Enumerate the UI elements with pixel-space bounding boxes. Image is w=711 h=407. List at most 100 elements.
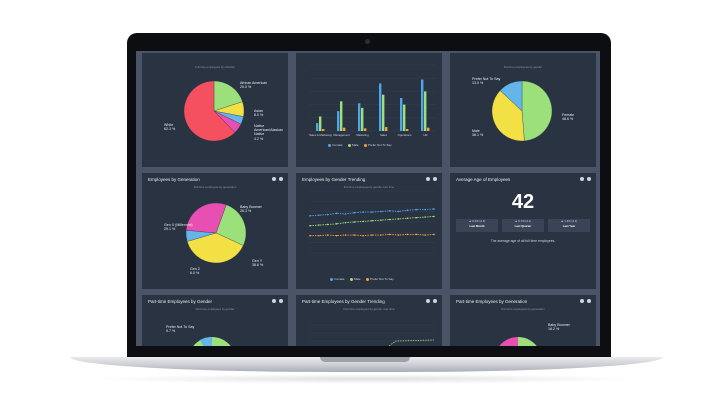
panel-title: Part-time Employees by Generation [456,299,528,304]
series-point-2-9 [388,233,391,236]
series-point-1-3 [335,223,338,225]
series-point-1-2 [326,223,329,226]
gear-icon[interactable] [433,177,437,181]
series-point-0-3 [335,212,338,215]
series-point-1-4 [344,221,347,224]
series-point-0-12 [415,208,418,211]
series-point-2-3 [335,234,338,237]
panel-subtitle: Part time employees by generation [501,307,545,311]
gear-icon[interactable] [279,177,283,181]
label-baby-boomer: Baby Boomer 26.3 % [240,205,262,214]
series-point-2-1 [318,234,320,237]
bar-2-1 [361,107,364,131]
laptop-shadow [90,374,643,384]
label-gen-x: Gen X (Millennial) 29.1 % [164,223,193,232]
label-white: White 62.3 % [164,123,176,132]
bar-5-0 [421,79,424,131]
panel-title: Part-time Employees by Gender [148,299,213,304]
label-prefer: Prefer Not To Say 9.7 % [166,325,195,334]
panel-subtitle: Part time employees by gender over time [343,307,395,311]
x-tick-label: Sales [380,133,388,137]
legend-male: Male [347,143,359,147]
bar-0-2 [322,129,325,131]
series-point-0-0 [309,215,311,217]
series-point-1-0 [309,224,311,227]
bar-0-1 [319,116,322,131]
department-bar-chart[interactable]: Sales & Marketing Management Marketing Sale… [296,53,442,167]
average-age-value: 42 [511,191,535,213]
panel-icons [426,299,437,303]
generation-pie[interactable] [142,173,288,289]
panel-part-time-trending: Part-time Employees by Gender Trending P… [296,295,442,346]
panel-average-age: Average Age of Employees 42 ▲ 0.2% (4.1)… [450,173,596,289]
info-icon[interactable] [272,299,276,303]
pie-slice-0 [521,80,553,142]
info-icon[interactable] [426,177,430,181]
label-gen-y: Gen Y 38.6 % [252,259,264,268]
panel-part-time-gender: Part-time Employees by Gender Part time … [142,295,288,346]
info-icon[interactable] [580,299,584,303]
ethnicity-pie[interactable] [142,53,288,167]
series-point-0-14 [433,208,435,210]
series-point-2-8 [380,234,382,236]
stat-last-month: ▲ 0.2% (4.1) Last Month [456,219,498,232]
bar-3-1 [382,94,385,131]
label-asian: Asian 8.0 % [254,109,264,118]
panel-icons [272,299,283,303]
bar-0-0 [316,123,319,131]
pie-slice-4 [183,80,236,142]
panel-department-bars: Sales & Marketing Management Marketing Sale… [296,53,442,167]
series-point-1-7 [371,219,373,222]
bar-4-0 [400,98,403,131]
gear-icon[interactable] [587,299,591,303]
panel-subtitle: Full time employees by ethnicity [195,65,235,69]
label-native: Native American/Alaskan Native 4.2 % [254,124,283,141]
stat-last-quarter: ▲ 0.7% (4.1) Last Quarter [502,219,544,232]
series-point-2-10 [397,234,400,236]
pie-slice-2 [499,80,523,112]
info-icon[interactable] [426,299,430,303]
panel-generation: Employees by Generation Full time employ… [142,173,288,289]
panel-title: Employees by Gender Trending [302,177,366,182]
part-time-generation-pie[interactable] [450,295,596,346]
panel-icons [426,177,437,181]
label-prefer: Prefer Not To Say 13.0 % [472,77,501,86]
bar-4-2 [406,129,409,131]
gear-icon[interactable] [433,299,437,303]
panel-icons [580,299,591,303]
bar-2-2 [364,128,367,131]
gender-pie[interactable] [450,53,596,167]
average-age-caption: The average age of all full time employe… [490,239,556,243]
panel-title: Employees by Generation [148,177,200,182]
panel-subtitle: Part time employees by gender [195,307,235,311]
bar-5-2 [427,127,430,131]
label-female: Female 48.6 % [562,113,574,122]
pie-slice-1 [491,90,525,142]
series-point-0-1 [318,214,320,216]
bar-1-0 [337,111,340,131]
gender-trend-chart[interactable] [296,173,442,289]
pie-slice-0 [213,80,243,112]
series-point-0-13 [424,208,426,211]
x-tick-label: HR [423,133,427,137]
label-baby-boomer: Baby Boomer 18.2 % [548,323,570,332]
panel-icons [272,177,283,181]
x-tick-label: Operations [398,133,412,137]
legend-prefer: Prefer Not To Say [363,143,392,147]
gear-icon[interactable] [279,299,283,303]
series-point-1-10 [397,218,400,220]
legend-male: Male [349,277,361,281]
part-time-gender-pie[interactable] [142,295,288,346]
series-point-1-6 [362,220,364,223]
gear-icon[interactable] [587,177,591,181]
info-icon[interactable] [580,177,584,181]
info-icon[interactable] [272,177,276,181]
series-point-2-7 [371,234,373,236]
series-point-2-14 [433,233,435,236]
series-point-0-4 [344,213,347,215]
series-line-0 [309,208,435,217]
series-point-2-11 [406,233,409,236]
bar-5-1 [424,91,427,131]
part-time-trend-chart[interactable] [296,295,442,346]
series-point-0-9 [388,210,391,212]
